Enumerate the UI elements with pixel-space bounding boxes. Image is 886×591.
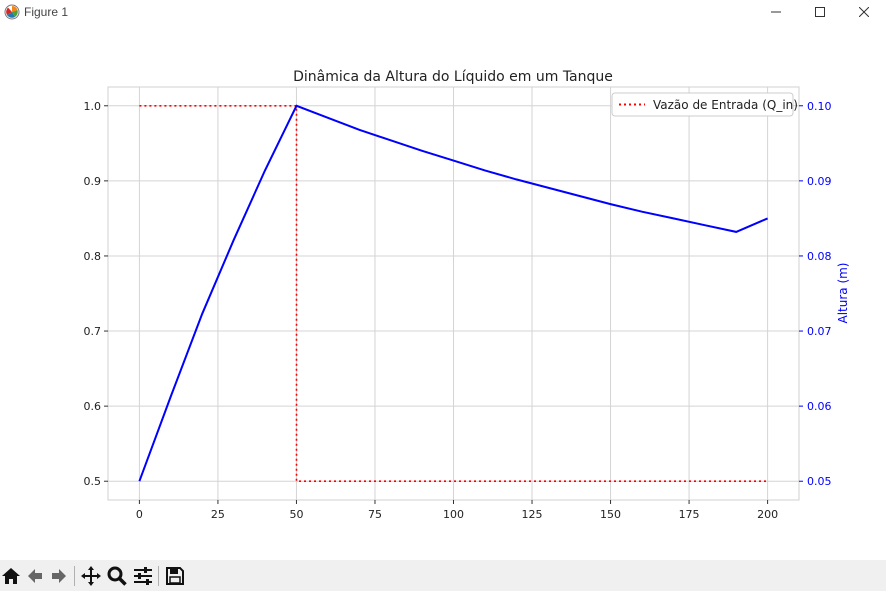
x-tick-label: 200 bbox=[757, 508, 778, 521]
series-line-altura bbox=[138, 104, 768, 482]
back-arrow-icon bbox=[28, 569, 42, 583]
figure-canvas[interactable]: 0 25 50 75 100 125 150 175 200 0.5 0.6 0.7 0.8 0.9 1.… bbox=[0, 24, 886, 560]
pan-move-icon bbox=[81, 566, 101, 586]
toolbar-separator bbox=[158, 566, 159, 586]
close-button[interactable] bbox=[842, 0, 886, 24]
right-y-tick-label: 0.10 bbox=[807, 100, 832, 113]
minimize-button[interactable] bbox=[754, 0, 798, 24]
forward-button[interactable] bbox=[48, 565, 70, 587]
right-y-tick-label: 0.09 bbox=[807, 175, 832, 188]
x-tick-label: 25 bbox=[211, 508, 225, 521]
pan-button[interactable] bbox=[80, 565, 102, 587]
x-gridlines bbox=[138, 87, 769, 500]
forward-arrow-icon bbox=[52, 569, 66, 583]
back-button[interactable] bbox=[24, 565, 46, 587]
x-tick-label: 125 bbox=[522, 508, 543, 521]
left-y-tick-label: 0.5 bbox=[84, 475, 102, 488]
legend-box bbox=[611, 92, 794, 117]
right-y-tick-label: 0.05 bbox=[807, 475, 832, 488]
right-y-tick-label: 0.06 bbox=[807, 400, 832, 413]
left-y-tick-label: 0.8 bbox=[84, 250, 102, 263]
line-chart: 0 25 50 75 100 125 150 175 200 0.5 0.6 0.7 0.8 0.9 1.… bbox=[84, 69, 851, 521]
left-y-axis-ticks: 0.5 0.6 0.7 0.8 0.9 1.0 bbox=[84, 100, 108, 488]
chart-title: Dinâmica da Altura do Líquido em um Tanq… bbox=[293, 69, 613, 85]
legend-label-qin: Vazão de Entrada (Q_in) bbox=[653, 98, 798, 112]
x-tick-label: 75 bbox=[368, 508, 382, 521]
x-axis-ticks: 0 25 50 75 100 125 150 175 200 bbox=[136, 500, 778, 521]
right-y-axis-ticks: 0.05 0.06 0.07 0.08 0.09 0.10 bbox=[799, 100, 832, 488]
left-y-tick-label: 1.0 bbox=[84, 100, 102, 113]
maximize-icon bbox=[815, 7, 825, 17]
x-tick-label: 175 bbox=[679, 508, 700, 521]
right-y-axis-label: Altura (m) bbox=[836, 262, 850, 323]
navigation-toolbar bbox=[0, 560, 886, 591]
left-y-tick-label: 0.9 bbox=[84, 175, 102, 188]
window-title: Figure 1 bbox=[24, 5, 69, 19]
right-y-tick-label: 0.08 bbox=[807, 250, 832, 263]
series-layer bbox=[138, 104, 768, 483]
zoom-magnifier-icon bbox=[107, 566, 127, 586]
minimize-icon bbox=[771, 11, 781, 13]
left-y-tick-label: 0.7 bbox=[84, 325, 102, 338]
x-tick-label: 150 bbox=[600, 508, 621, 521]
x-tick-label: 50 bbox=[289, 508, 303, 521]
configure-subplots-icon bbox=[134, 567, 152, 585]
toolbar-separator bbox=[74, 566, 75, 586]
zoom-button[interactable] bbox=[106, 565, 128, 587]
home-icon bbox=[2, 568, 20, 584]
save-icon bbox=[166, 567, 184, 585]
maximize-button[interactable] bbox=[798, 0, 842, 24]
close-icon bbox=[859, 7, 869, 17]
x-tick-label: 100 bbox=[443, 508, 464, 521]
left-y-tick-label: 0.6 bbox=[84, 400, 102, 413]
matplotlib-app-icon bbox=[4, 4, 20, 20]
configure-subplots-button[interactable] bbox=[132, 565, 154, 587]
home-button[interactable] bbox=[0, 565, 22, 587]
window-titlebar: Figure 1 bbox=[0, 0, 886, 24]
x-tick-label: 0 bbox=[136, 508, 143, 521]
y-gridlines bbox=[108, 105, 799, 482]
save-button[interactable] bbox=[164, 565, 186, 587]
right-y-tick-label: 0.07 bbox=[807, 325, 832, 338]
legend: Vazão de Entrada (Q_in) bbox=[611, 92, 798, 117]
